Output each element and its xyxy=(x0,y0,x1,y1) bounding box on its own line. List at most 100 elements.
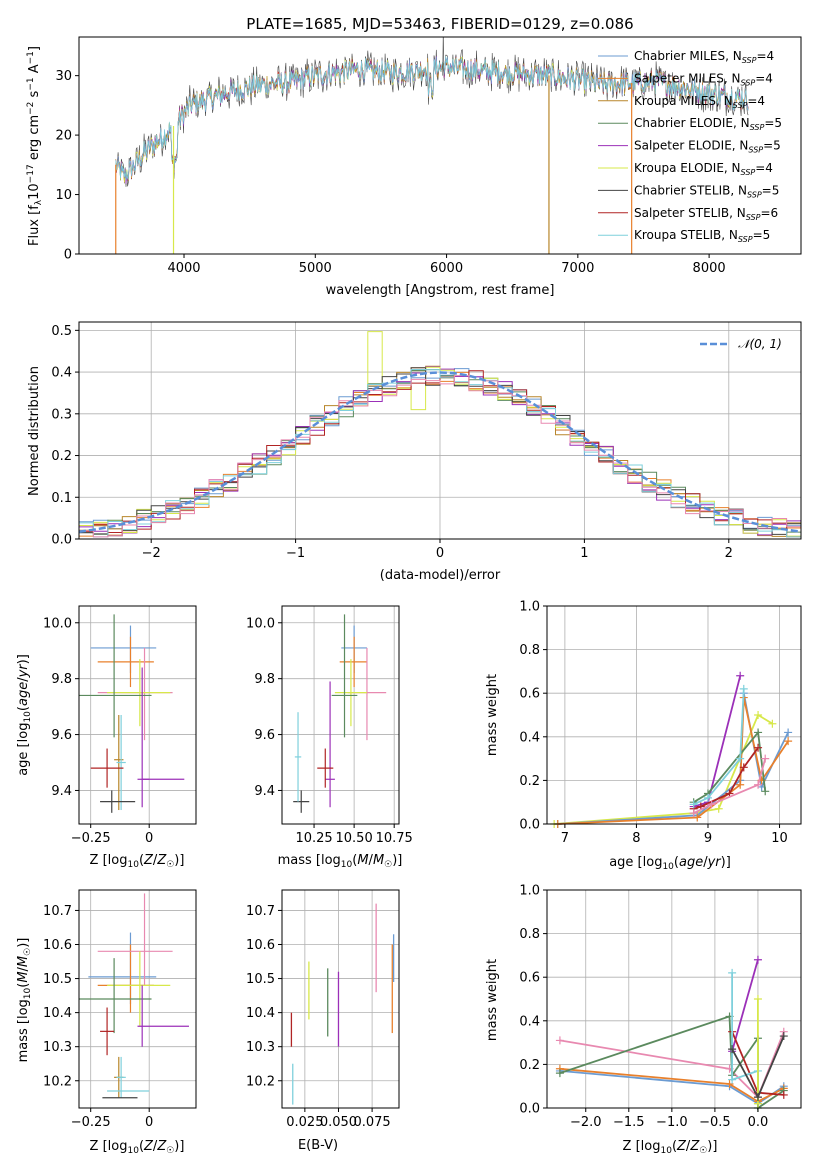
age-vs-mass-ytick-label-3: 10.0 xyxy=(246,616,275,631)
ageZ-xlabel: Z [log10(Z/Z☉)] xyxy=(90,853,185,870)
massweight-vs-Z-panel: −2.0 −1.5 −1.0 −0.5 0.0 0.0 0.2 0.4 0.6 0.8 1.0 xyxy=(519,884,802,1130)
massweight-vs-age-marker-7-3 xyxy=(761,754,770,763)
massweight-vs-Z-marker-8-0 xyxy=(728,1045,737,1054)
massweight-vs-age-marker-7-1 xyxy=(707,800,716,809)
spectrum-ytick-label-3: 30 xyxy=(55,69,72,84)
gaussian-curve xyxy=(79,371,801,533)
mass-vs-Z-ytick-label-3: 10.5 xyxy=(43,972,72,987)
legend-label-8: Kroupa STELIB, NSSP=5 xyxy=(634,228,770,244)
age-vs-Z-point-6 xyxy=(116,715,126,811)
massweight-vs-Z-marker-7-0 xyxy=(753,995,762,1003)
residuals-ytick-label-5: 0.5 xyxy=(51,324,72,339)
age-vs-mass-xtick-label-2: 10.75 xyxy=(376,831,413,846)
massweight-vs-age-marker-0-3 xyxy=(754,711,763,719)
mass-vs-EBV-ytick-label-0: 10.2 xyxy=(246,1074,275,1089)
massweight-vs-age-marker-4-2 xyxy=(754,728,763,737)
age-vs-Z-point-10 xyxy=(100,790,136,813)
age-vs-mass-point-3 xyxy=(334,659,367,727)
age-vs-mass-xtick-label-0: 10.25 xyxy=(295,831,332,846)
age-vs-Z-ytick-label-1: 9.6 xyxy=(51,728,72,743)
massweight-vs-age-xtick-label-1: 8 xyxy=(632,831,640,846)
massweight-vs-Z-marker-8-1 xyxy=(753,1093,762,1102)
age-vs-Z-frame xyxy=(78,605,197,825)
massweight-vs-Z-series-3 xyxy=(559,1015,785,1110)
massweight-vs-Z-marker-6-1 xyxy=(728,1075,737,1084)
legend-label-3: Chabrier ELODIE, NSSP=5 xyxy=(634,116,782,132)
age-vs-Z-point-9 xyxy=(90,748,124,788)
age-vs-Z-point-4 xyxy=(79,614,152,738)
mass-vs-Z-point-0 xyxy=(88,932,157,1005)
gaussian-legend-label: 𝒩(0, 1) xyxy=(738,337,782,351)
age-vs-mass-xtick-label-1: 10.50 xyxy=(336,831,373,846)
massweight-vs-age-xtick-label-0: 7 xyxy=(561,831,569,846)
massweight-vs-Z-marker-4-1 xyxy=(753,955,762,964)
massweight-vs-age-marker-2-1 xyxy=(693,813,702,822)
mass-vs-Z-ytick-label-1: 10.3 xyxy=(43,1040,72,1055)
massweight-vs-age-series-2 xyxy=(557,697,789,825)
residuals-xlabel: (data-model)/error xyxy=(380,568,501,583)
massweight-vs-Z-xtick-label-4: 0.0 xyxy=(748,1115,769,1130)
massweight-vs-age-marker-6-2 xyxy=(736,754,745,763)
massweight-vs-Z-marker-0-0 xyxy=(555,1036,564,1045)
age-vs-Z-ytick-label-2: 9.8 xyxy=(51,672,72,687)
massweight-vs-age-series-6 xyxy=(693,688,745,806)
spectrum-xtick-label-2: 6000 xyxy=(430,261,463,276)
massweight-vs-age-ytick-label-4: 0.8 xyxy=(519,643,540,658)
spectrum-frame xyxy=(78,36,802,255)
residuals-ytick-label-3: 0.3 xyxy=(51,407,72,422)
age-vs-Z-ytick-label-3: 10.0 xyxy=(43,616,72,631)
massweight-vs-Z-ytick-label-5: 1.0 xyxy=(519,884,540,899)
age-vs-mass-panel: 10.25 10.50 10.75 9.4 9.6 9.8 10.0 xyxy=(246,605,413,846)
legend-label-4: Salpeter ELODIE, NSSP=5 xyxy=(634,139,781,155)
spectrum-spike xyxy=(442,37,445,76)
mass-vs-Z-point-5 xyxy=(137,985,189,1047)
massweight-vs-age-marker-6-1 xyxy=(703,793,712,802)
mass-vs-EBV-ytick-label-2: 10.4 xyxy=(246,1006,275,1021)
ageM-xlabel: mass [log10(M/M☉)] xyxy=(278,853,403,870)
massweight-vs-age-ytick-label-3: 0.6 xyxy=(519,687,540,702)
mwAge-ylabel: mass weight xyxy=(485,674,500,756)
age-vs-Z-panel: −0.25 0 9.4 9.6 9.8 10.0 xyxy=(43,605,197,846)
massweight-vs-Z-marker-8-2 xyxy=(779,1032,788,1041)
age-vs-Z-xtick-label-1: 0 xyxy=(145,831,153,846)
residuals-xtick-label-0: −2 xyxy=(142,546,161,561)
age-vs-Z-point-1 xyxy=(97,636,154,688)
massweight-vs-age-marker-5-3 xyxy=(739,763,748,772)
spectrum-xlabel: wavelength [Angstrom, rest frame] xyxy=(326,283,555,298)
massweight-vs-age-marker-1-5 xyxy=(784,728,793,737)
mass-vs-EBV-ytick-label-5: 10.7 xyxy=(246,904,275,919)
massweight-vs-age-ytick-label-1: 0.2 xyxy=(519,774,540,789)
age-vs-Z-point-0 xyxy=(90,625,157,674)
massZ-xlabel: Z [log10(Z/Z☉)] xyxy=(90,1139,185,1156)
spectrum-series-kroupa_stelib xyxy=(115,56,749,180)
age-vs-Z-xtick-label-0: −0.25 xyxy=(71,831,111,846)
massweight-vs-Z-marker-6-0 xyxy=(728,968,737,977)
massweight-vs-Z-marker-3-0 xyxy=(555,1069,564,1078)
residuals-xtick-label-3: 1 xyxy=(580,546,588,561)
mwZ-ylabel: mass weight xyxy=(485,959,500,1041)
massE-xlabel: E(B-V) xyxy=(298,1138,338,1153)
massweight-vs-age-series-4 xyxy=(693,730,767,803)
mass-vs-EBV-xtick-label-0: 0.025 xyxy=(286,1115,323,1130)
residuals-xtick-label-4: 2 xyxy=(725,546,733,561)
legend-label-0: Chabrier MILES, NSSP=4 xyxy=(634,49,774,65)
massweight-vs-Z-ytick-label-4: 0.8 xyxy=(519,927,540,942)
massweight-vs-age-marker-2-2 xyxy=(736,780,745,789)
massweight-vs-age-series-1 xyxy=(557,693,789,825)
residuals-ylabel: Normed distribution xyxy=(27,366,42,496)
mass-vs-Z-ytick-label-0: 10.2 xyxy=(43,1074,72,1089)
residuals-xtick-label-1: −1 xyxy=(286,546,305,561)
massweight-vs-Z-marker-5-2 xyxy=(779,1090,788,1099)
mass-vs-Z-point-4 xyxy=(79,958,152,1034)
legend-label-1: Salpeter MILES, NSSP=4 xyxy=(634,71,773,87)
residuals-xtick-label-2: 0 xyxy=(436,546,444,561)
age-vs-mass-point-4 xyxy=(331,614,358,738)
mass-vs-Z-ytick-label-5: 10.7 xyxy=(43,904,72,919)
mass-vs-Z-point-8 xyxy=(116,1056,126,1098)
mass-vs-Z-xtick-label-0: −0.25 xyxy=(71,1115,111,1130)
legend-label-2: Kroupa MILES, NSSP=4 xyxy=(634,94,765,110)
massweight-vs-age-marker-7-0 xyxy=(689,809,698,818)
legend-label-6: Chabrier STELIB, NSSP=5 xyxy=(634,183,779,199)
age-vs-mass-point-6 xyxy=(317,748,334,788)
